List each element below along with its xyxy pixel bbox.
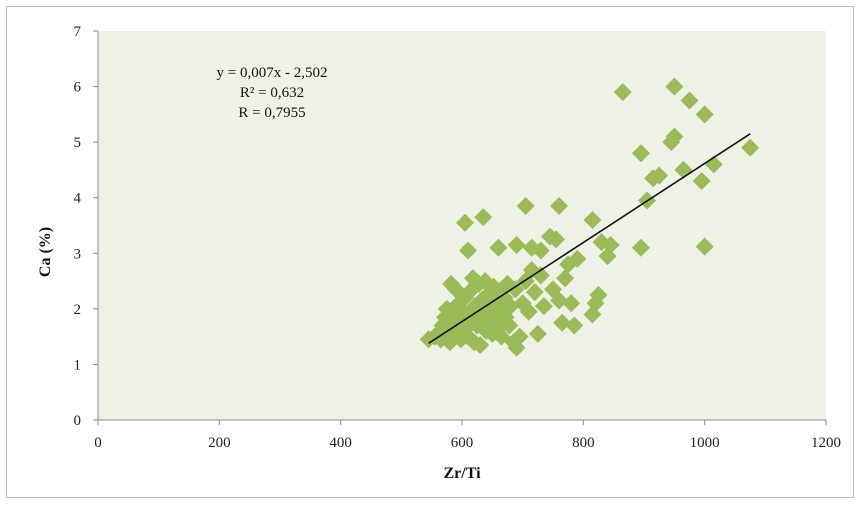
data-point [692,172,711,191]
data-point [550,197,569,216]
y-tick-label: 7 [74,24,82,40]
data-point [631,144,650,163]
data-point [583,210,602,229]
data-point [665,77,684,96]
data-point [531,241,550,260]
data-point [613,83,632,102]
data-point [501,297,520,316]
data-point [650,166,669,185]
x-axis-ticks: 0 200 400 600 800 1000 1200 [94,420,841,451]
data-point [680,91,699,110]
data-point [665,127,684,146]
data-point [568,249,587,268]
y-tick-label: 1 [74,357,82,373]
data-point [565,316,584,335]
data-point [460,283,479,302]
data-point [489,238,508,257]
data-point [474,208,493,227]
data-point [631,238,650,257]
y-tick-label: 5 [74,135,82,151]
x-axis-title: Zr/Ti [443,465,481,482]
data-point [519,302,538,321]
data-point [556,269,575,288]
x-tick-label: 1200 [811,435,841,451]
data-point [516,197,535,216]
y-tick-label: 3 [74,246,82,262]
data-point [562,294,581,313]
equation-annotation: y = 0,007x - 2,502 [217,65,328,81]
data-point [695,237,714,256]
data-point [601,235,620,254]
data-point [528,324,547,343]
data-point [598,247,617,266]
r-annotation: R = 0,7955 [238,105,305,121]
data-point [459,241,478,260]
data-point [456,213,475,232]
x-tick-label: 200 [208,435,231,451]
data-point [531,266,550,285]
data-point [500,316,519,335]
data-point [471,335,490,354]
data-point [589,285,608,304]
data-point [510,327,529,346]
y-tick-label: 0 [74,413,82,429]
data-points [419,77,760,357]
y-axis-title: Ca (%) [37,227,54,277]
data-point [547,230,566,249]
data-point [534,297,553,316]
x-tick-label: 600 [451,435,474,451]
data-point [550,291,569,310]
y-tick-label: 6 [74,80,82,96]
y-axis-ticks: 0 1 2 3 4 5 6 7 [74,24,98,429]
data-point [525,283,544,302]
data-point [553,313,572,332]
data-point [741,138,760,157]
x-tick-label: 400 [329,435,352,451]
x-tick-label: 0 [94,435,102,451]
data-point [507,235,526,254]
trendline [428,133,751,344]
data-point [506,280,525,299]
y-tick-label: 2 [74,302,82,318]
x-tick-label: 800 [572,435,595,451]
r-squared-annotation: R² = 0,632 [240,85,304,101]
data-point [695,105,714,124]
y-tick-label: 4 [74,191,82,207]
x-tick-label: 1000 [690,435,720,451]
